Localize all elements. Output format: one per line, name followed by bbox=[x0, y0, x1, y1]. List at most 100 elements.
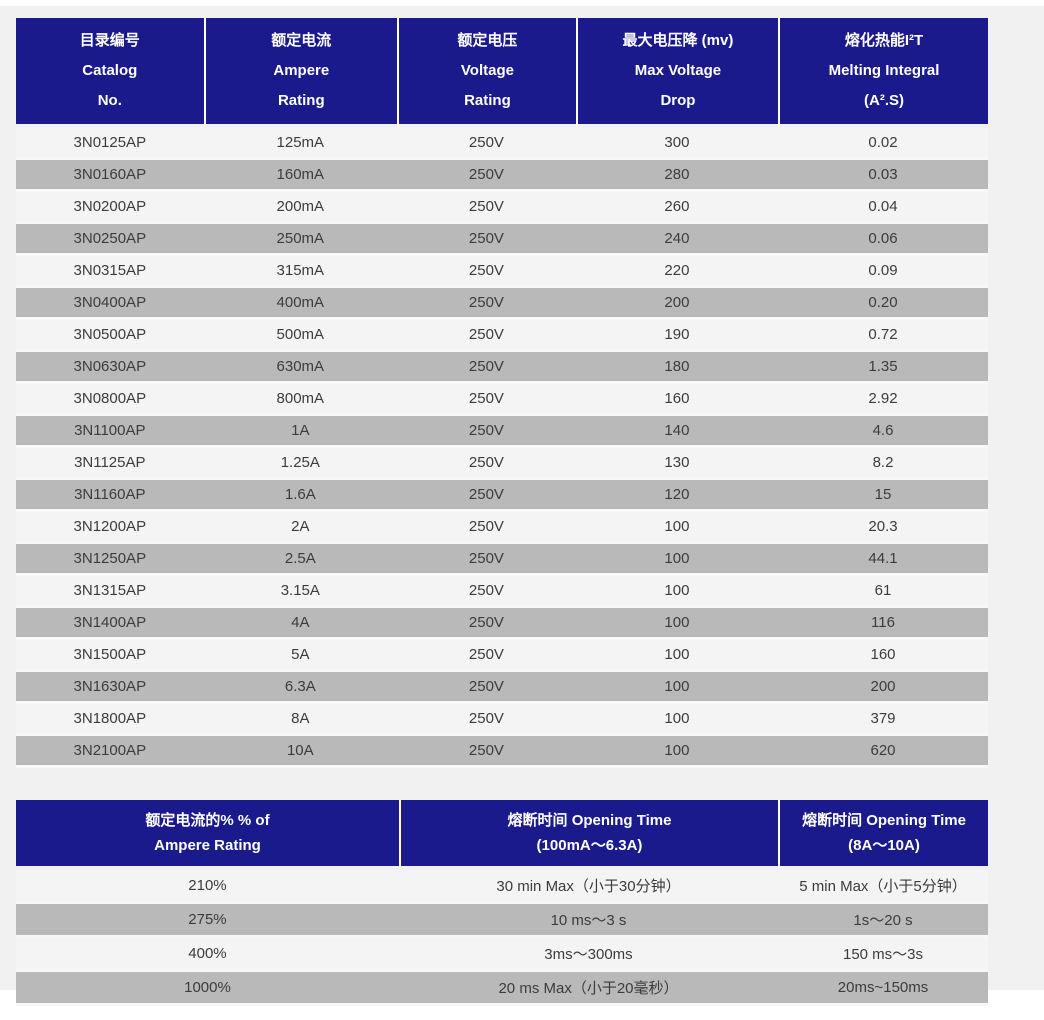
column-header-line: Melting Integral bbox=[828, 62, 940, 79]
table-cell: 250V bbox=[397, 704, 576, 736]
table-cell: 250V bbox=[397, 256, 576, 288]
column-header: 熔化热能I²T Melting Integral (A².S) bbox=[778, 18, 988, 128]
table-cell: 116 bbox=[778, 608, 988, 640]
opening-time-table: 额定电流的% % of Ampere Rating 熔断时间 Opening Tim… bbox=[16, 800, 988, 1006]
table-cell: 3.15A bbox=[203, 576, 398, 608]
table-cell: 0.20 bbox=[778, 288, 988, 320]
table-cell: 3N1160AP bbox=[16, 480, 204, 512]
table-cell: 150 ms～3s bbox=[778, 938, 988, 972]
table-cell: 250V bbox=[397, 576, 576, 608]
table-cell: 100 bbox=[575, 672, 779, 704]
table-cell: 3N1100AP bbox=[16, 416, 204, 448]
table-cell: 10 ms～3 s bbox=[398, 904, 779, 938]
table-cell: 100 bbox=[575, 512, 779, 544]
table-cell: 400% bbox=[16, 938, 399, 972]
column-header-line: Rating bbox=[464, 92, 511, 109]
table-row: 3N2100AP 10A 250V 100 620 bbox=[16, 736, 988, 768]
table-cell: 100 bbox=[575, 544, 779, 576]
table-row: 3N1400AP 4A 250V 100 116 bbox=[16, 608, 988, 640]
table-cell: 44.1 bbox=[778, 544, 988, 576]
column-header: 额定电压 Voltage Rating bbox=[397, 18, 576, 128]
table-cell: 500mA bbox=[203, 320, 398, 352]
table-row: 3N0400AP 400mA 250V 200 0.20 bbox=[16, 288, 988, 320]
column-header-line: 额定电流的% % of bbox=[145, 812, 270, 829]
table-cell: 100 bbox=[575, 704, 779, 736]
table-cell: 0.03 bbox=[778, 160, 988, 192]
table-cell: 160 bbox=[575, 384, 779, 416]
table-cell: 620 bbox=[778, 736, 988, 768]
column-header-line: (8A～10A) bbox=[848, 837, 920, 854]
table-cell: 4A bbox=[203, 608, 398, 640]
table-row: 3N1200AP 2A 250V 100 20.3 bbox=[16, 512, 988, 544]
table-cell: 20 ms Max（小于20毫秒） bbox=[398, 972, 779, 1006]
table-cell: 100 bbox=[575, 640, 779, 672]
column-header-line: Ampere Rating bbox=[154, 837, 261, 854]
table-cell: 180 bbox=[575, 352, 779, 384]
table-cell: 250V bbox=[397, 416, 576, 448]
table-cell: 3N0315AP bbox=[16, 256, 204, 288]
table-row: 3N1250AP 2.5A 250V 100 44.1 bbox=[16, 544, 988, 576]
opening-time-table-header: 额定电流的% % of Ampere Rating 熔断时间 Opening Tim… bbox=[16, 800, 988, 870]
table-cell: 250V bbox=[397, 192, 576, 224]
table-cell: 20ms~150ms bbox=[778, 972, 988, 1006]
table-cell: 3N2100AP bbox=[16, 736, 204, 768]
column-header: 熔断时间 Opening Time (8A～10A) bbox=[778, 800, 988, 870]
table-cell: 190 bbox=[575, 320, 779, 352]
table-cell: 1.35 bbox=[778, 352, 988, 384]
fuse-spec-table: 目录编号 Catalog No. 额定电流 Ampere Rating 额定电压 Voltag… bbox=[16, 18, 988, 768]
table-cell: 3N0125AP bbox=[16, 128, 204, 160]
table-cell: 250V bbox=[397, 320, 576, 352]
table-cell: 1s～20 s bbox=[778, 904, 988, 938]
column-header-line: (100mA～6.3A) bbox=[536, 837, 643, 854]
table-row: 3N1100AP 1A 250V 140 4.6 bbox=[16, 416, 988, 448]
table-cell: 100 bbox=[575, 576, 779, 608]
table-row: 1000% 20 ms Max（小于20毫秒） 20ms~150ms bbox=[16, 972, 988, 1006]
column-header-line: 熔断时间 Opening Time bbox=[802, 812, 966, 829]
table-cell: 4.6 bbox=[778, 416, 988, 448]
table-cell: 200 bbox=[575, 288, 779, 320]
column-header-line: 熔化热能I²T bbox=[844, 32, 924, 49]
table-row: 3N0125AP 125mA 250V 300 0.02 bbox=[16, 128, 988, 160]
table-cell: 3N1630AP bbox=[16, 672, 204, 704]
column-header-line: 额定电压 bbox=[457, 32, 518, 49]
table-cell: 6.3A bbox=[203, 672, 398, 704]
table-cell: 100 bbox=[575, 608, 779, 640]
table-cell: 250V bbox=[397, 512, 576, 544]
table-cell: 250V bbox=[397, 384, 576, 416]
column-header-line: Voltage bbox=[460, 62, 514, 79]
table-cell: 20.3 bbox=[778, 512, 988, 544]
table-cell: 0.72 bbox=[778, 320, 988, 352]
table-cell: 250V bbox=[397, 544, 576, 576]
table-cell: 3N0500AP bbox=[16, 320, 204, 352]
table-cell: 3N0200AP bbox=[16, 192, 204, 224]
column-header-line: Catalog bbox=[82, 62, 138, 79]
content-panel: 目录编号 Catalog No. 额定电流 Ampere Rating 额定电压 Voltag… bbox=[0, 6, 1044, 1006]
table-cell: 2A bbox=[203, 512, 398, 544]
table-row: 3N0250AP 250mA 250V 240 0.06 bbox=[16, 224, 988, 256]
table-cell: 250V bbox=[397, 288, 576, 320]
table-row: 3N1800AP 8A 250V 100 379 bbox=[16, 704, 988, 736]
table-cell: 250mA bbox=[203, 224, 398, 256]
table-cell: 250V bbox=[397, 608, 576, 640]
table-cell: 3N1125AP bbox=[16, 448, 204, 480]
opening-time-table-body: 210% 30 min Max（小于30分钟） 5 min Max（小于5分钟） 27… bbox=[16, 870, 988, 1006]
table-cell: 250V bbox=[397, 480, 576, 512]
table-row: 400% 3ms～300ms 150 ms～3s bbox=[16, 938, 988, 972]
table-row: 3N0200AP 200mA 250V 260 0.04 bbox=[16, 192, 988, 224]
table-cell: 10A bbox=[203, 736, 398, 768]
column-header-line: 熔断时间 Opening Time bbox=[507, 812, 672, 829]
table-row: 3N0160AP 160mA 250V 280 0.03 bbox=[16, 160, 988, 192]
table-cell: 0.02 bbox=[778, 128, 988, 160]
table-row: 3N1315AP 3.15A 250V 100 61 bbox=[16, 576, 988, 608]
table-cell: 250V bbox=[397, 160, 576, 192]
table-cell: 160mA bbox=[203, 160, 398, 192]
table-cell: 8A bbox=[203, 704, 398, 736]
table-cell: 3N1400AP bbox=[16, 608, 204, 640]
table-row: 3N1160AP 1.6A 250V 120 15 bbox=[16, 480, 988, 512]
column-header: 额定电流的% % of Ampere Rating bbox=[16, 800, 399, 870]
table-cell: 3ms～300ms bbox=[398, 938, 779, 972]
table-cell: 3N1200AP bbox=[16, 512, 204, 544]
table-cell: 3N1800AP bbox=[16, 704, 204, 736]
table-cell: 140 bbox=[575, 416, 779, 448]
table-cell: 3N0630AP bbox=[16, 352, 204, 384]
